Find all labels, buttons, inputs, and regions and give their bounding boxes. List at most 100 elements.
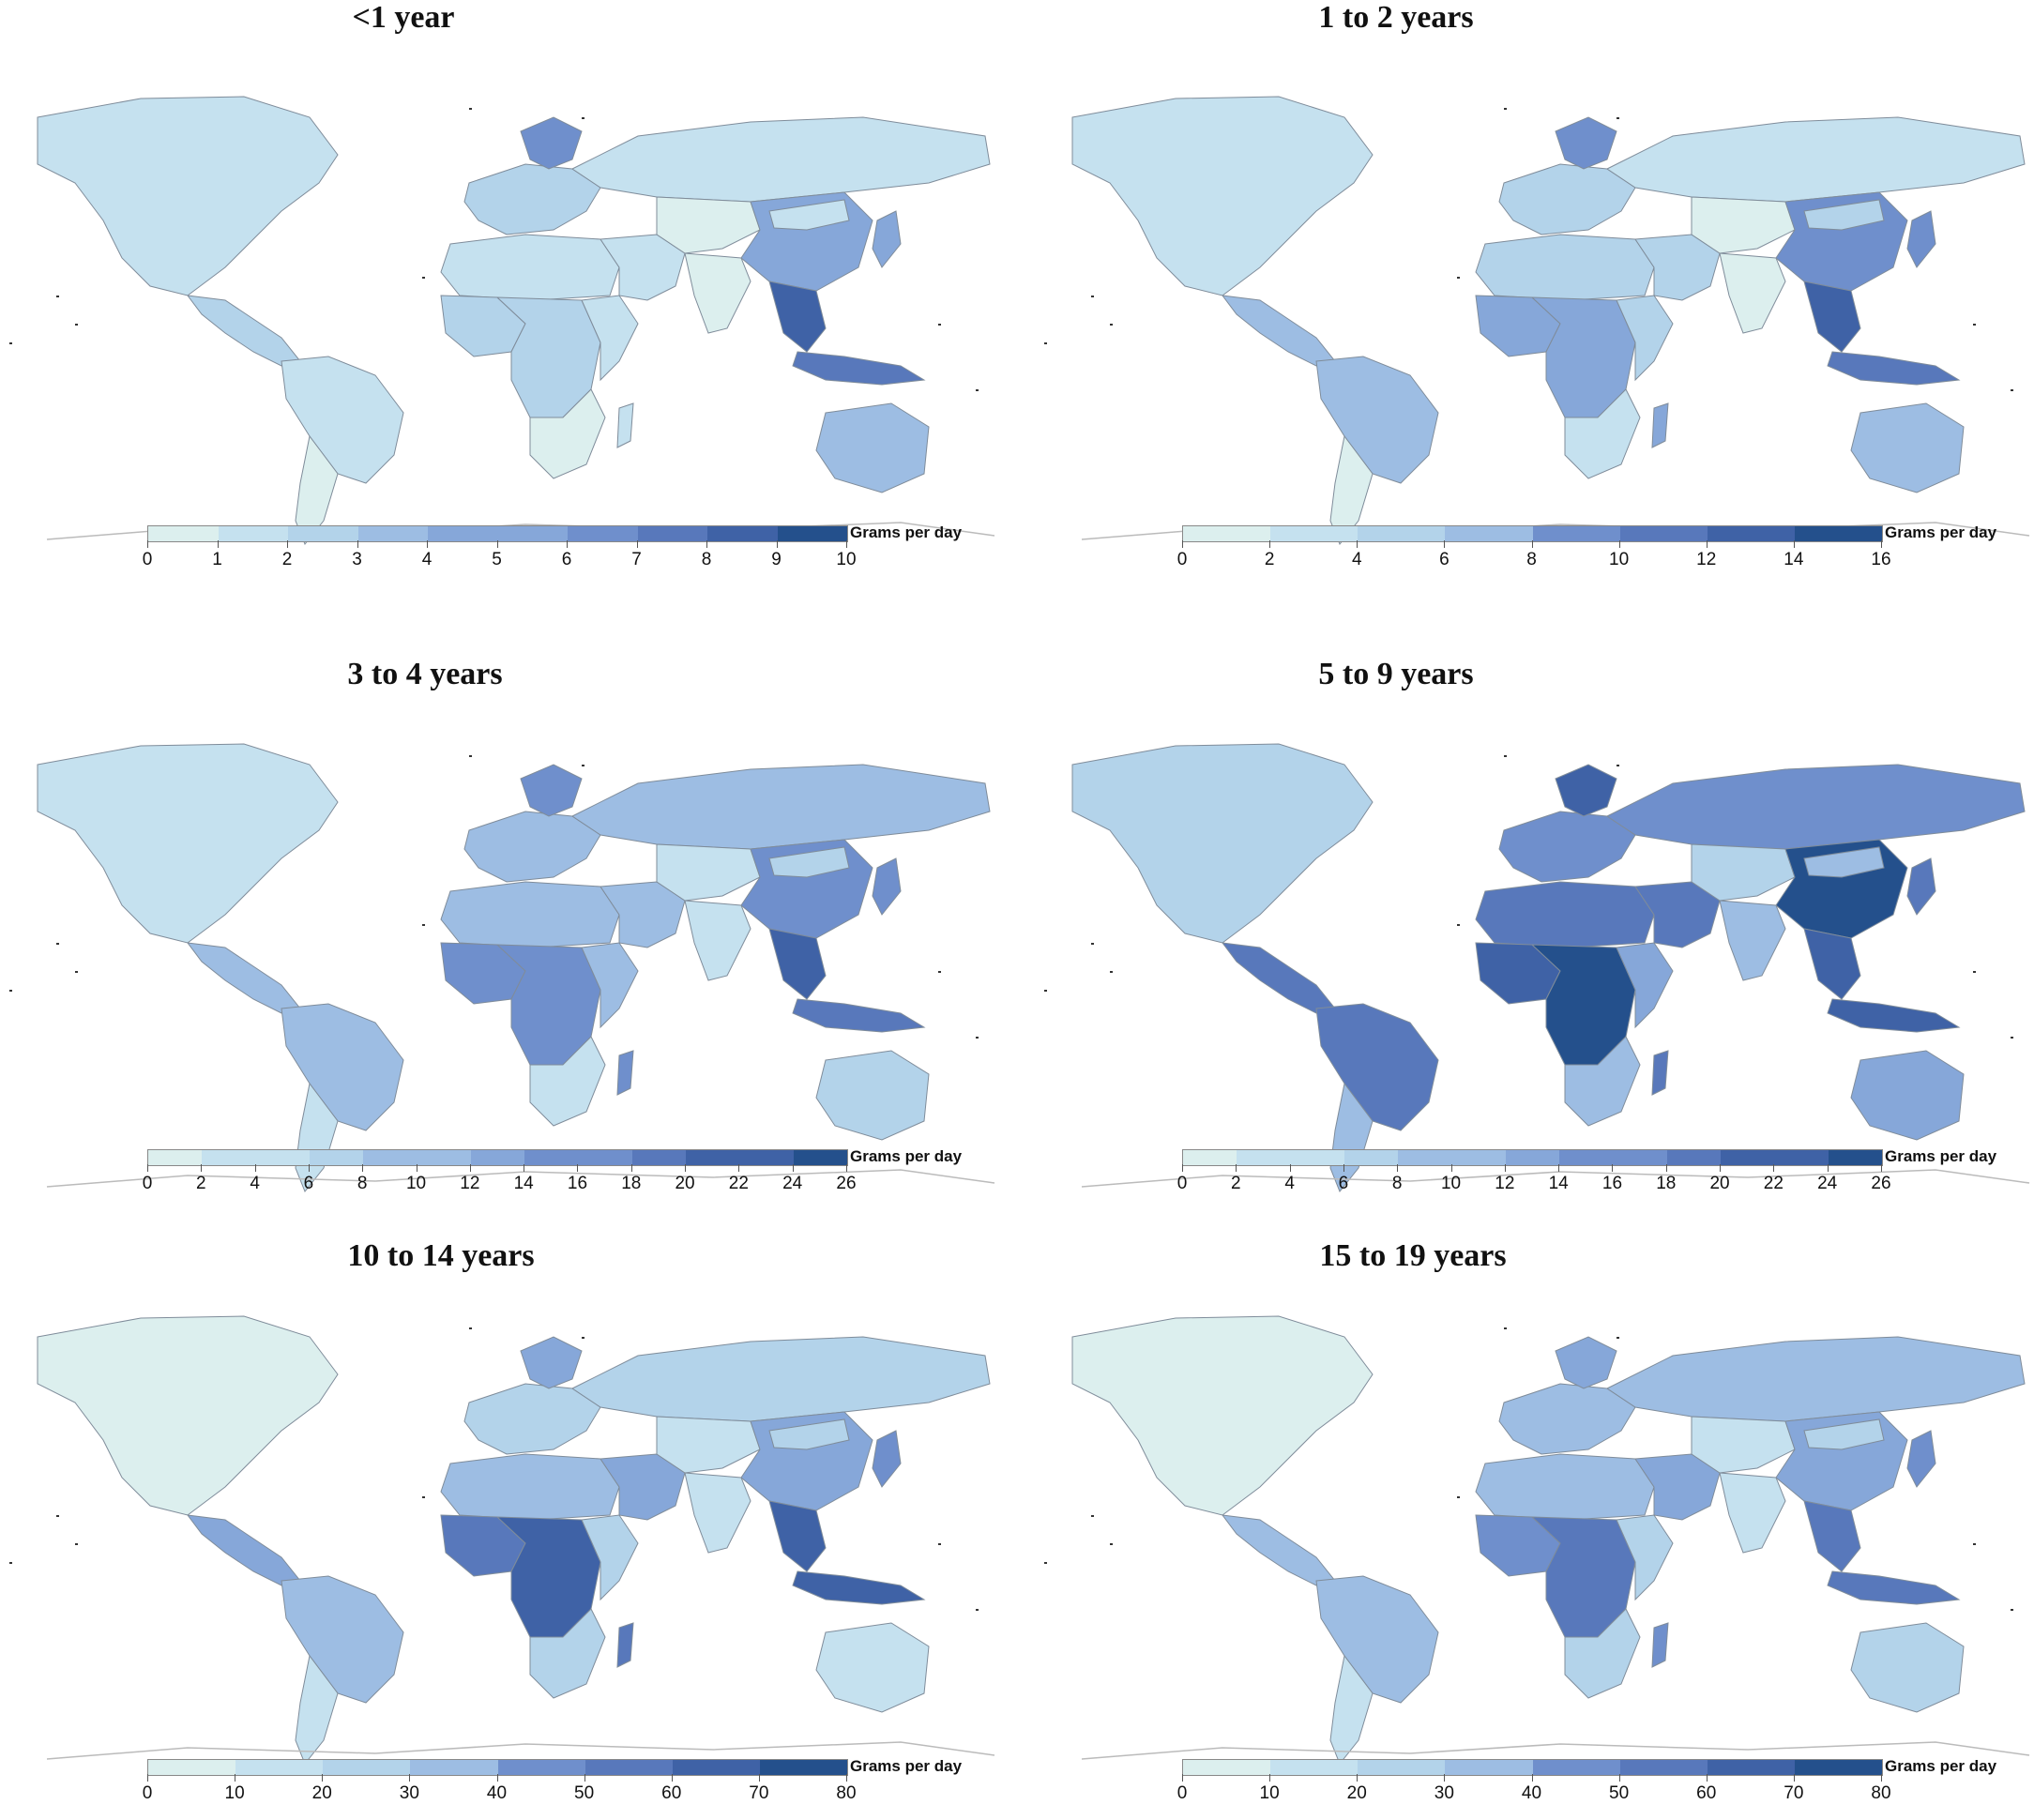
legend-swatch — [497, 526, 568, 541]
legend-tick-label: 8 — [1526, 550, 1537, 569]
region-sea — [1803, 281, 1861, 353]
island-dot — [1973, 324, 1976, 326]
region-mng — [1803, 1418, 1885, 1450]
map-panel: 10 to 14 years Grams per day 0 10 20 30 40 50 60… — [0, 1238, 1004, 1820]
region-mng — [768, 846, 850, 878]
world-map — [9, 1315, 995, 1765]
legend-tick-label: 0 — [1176, 1783, 1188, 1803]
region-aus — [1850, 1050, 1965, 1141]
legend-tick-mark — [469, 1164, 471, 1172]
legend-swatch — [202, 1150, 256, 1165]
legend-tick-mark — [685, 1164, 687, 1172]
region-na — [37, 96, 339, 296]
legend-tick-label: 20 — [1709, 1174, 1730, 1193]
island-dot — [976, 389, 979, 391]
region-jpn — [872, 1430, 902, 1488]
island-dot — [75, 324, 78, 326]
legend-tick-label: 5 — [492, 550, 502, 569]
legend-tick-mark — [1444, 540, 1446, 548]
legend-tick-mark — [1357, 540, 1359, 548]
region-ca-asia — [1691, 843, 1796, 902]
region-ind — [684, 1472, 751, 1554]
legend-tick-mark — [1504, 1164, 1506, 1172]
island-dot — [1044, 342, 1047, 344]
region-na — [1071, 1315, 1374, 1516]
region-indo — [1827, 351, 1961, 386]
region-mad — [1651, 402, 1669, 448]
region-mad — [1651, 1050, 1669, 1096]
island-dot — [2011, 1609, 2013, 1611]
region-sea — [768, 281, 827, 353]
legend-swatch — [1532, 1760, 1620, 1775]
legend-swatch — [1505, 1150, 1560, 1165]
legend-tick-mark — [1558, 1164, 1560, 1172]
region-saf — [1564, 1036, 1641, 1127]
legend-swatch — [255, 1150, 310, 1165]
legend-tick-label: 2 — [1264, 550, 1275, 569]
legend-swatch — [584, 1760, 673, 1775]
legend-swatch — [793, 1150, 847, 1165]
legend-tick-mark — [792, 1164, 794, 1172]
legend-swatch — [470, 1150, 525, 1165]
region-ind — [1719, 252, 1786, 334]
color-legend — [147, 525, 848, 542]
island-dot — [1504, 108, 1507, 110]
region-jpn — [872, 857, 902, 916]
legend-tick-mark — [254, 1164, 256, 1172]
legend-swatch — [148, 526, 219, 541]
region-scan — [1555, 116, 1617, 170]
legend-tick-label: 0 — [1176, 1174, 1188, 1193]
legend-tick-label: 40 — [1521, 1783, 1542, 1803]
region-naf — [1475, 881, 1655, 948]
color-legend — [147, 1759, 848, 1776]
legend-tick-label: 0 — [142, 1783, 153, 1803]
world-map — [1044, 1315, 2030, 1765]
antarctica-outline — [1081, 1741, 2030, 1760]
legend-tick-label: 14 — [513, 1174, 534, 1193]
legend-swatch — [1183, 1150, 1237, 1165]
legend-swatch — [524, 1150, 579, 1165]
region-sea — [1803, 1500, 1861, 1572]
region-ca-asia — [1691, 196, 1796, 254]
legend-swatch — [1270, 526, 1359, 541]
legend-tick-mark — [322, 1774, 324, 1782]
region-naf — [440, 234, 620, 301]
island-dot — [469, 755, 472, 757]
region-aus — [815, 402, 930, 493]
legend-tick-label: 70 — [1784, 1783, 1804, 1803]
legend-tick-label: 10 — [836, 550, 857, 569]
island-dot — [1110, 971, 1113, 973]
legend-tick-mark — [1531, 540, 1533, 548]
region-rus — [1606, 1336, 2026, 1422]
legend-tick-label: 10 — [1259, 1783, 1280, 1803]
map-title: <1 year — [352, 0, 455, 35]
legend-tick-mark — [846, 1774, 847, 1782]
legend-swatch — [363, 1150, 417, 1165]
island-dot — [75, 1543, 78, 1545]
region-naf — [1475, 234, 1655, 301]
region-jpn — [1906, 210, 1936, 268]
antarctica-outline — [46, 1741, 995, 1760]
region-mng — [768, 199, 850, 231]
legend-tick-label: 24 — [782, 1174, 803, 1193]
legend-tick-mark — [636, 540, 638, 548]
legend-ticks: 0 2 4 6 8 10 12 14 16 18 20 22 24 26 — [143, 1164, 857, 1196]
legend-tick-mark — [1182, 540, 1183, 548]
legend-tick-mark — [671, 1774, 673, 1782]
legend-tick-mark — [1706, 1774, 1708, 1782]
region-sa — [281, 1575, 404, 1704]
legend-tick-label: 0 — [1176, 550, 1188, 569]
region-ind — [684, 900, 751, 981]
legend-tick-mark — [1357, 1774, 1359, 1782]
region-eur — [1498, 1383, 1636, 1455]
legend-tick-label: 8 — [1391, 1174, 1403, 1193]
legend-swatch — [777, 526, 847, 541]
island-dot — [1110, 324, 1113, 326]
region-ca-asia — [1691, 1416, 1796, 1474]
legend-swatch — [578, 1150, 632, 1165]
map-title: 10 to 14 years — [347, 1238, 535, 1273]
island-dot — [582, 117, 584, 119]
legend-ticks: 0 1 2 3 4 5 6 7 8 9 10 — [143, 540, 857, 572]
legend-tick-mark — [1720, 1164, 1722, 1172]
legend-swatch — [1619, 526, 1708, 541]
